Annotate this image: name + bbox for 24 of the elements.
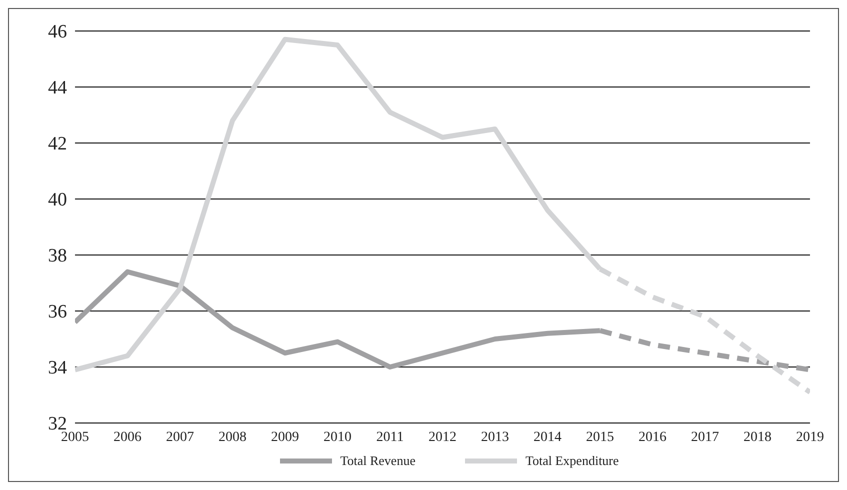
x-tick-label: 2015	[586, 430, 614, 445]
y-tick-label: 38	[48, 246, 67, 267]
x-tick-label: 2017	[691, 430, 719, 445]
x-tick-label: 2011	[376, 430, 404, 445]
legend-label: Total Revenue	[340, 453, 416, 469]
x-tick-label: 2008	[218, 430, 246, 445]
x-tick-label: 2016	[638, 430, 666, 445]
y-tick-label: 42	[48, 134, 67, 155]
y-tick-label: 40	[48, 190, 67, 211]
x-tick-label: 2019	[796, 430, 824, 445]
x-tick-label: 2010	[324, 430, 352, 445]
x-tick-label: 2012	[428, 430, 456, 445]
y-tick-label: 44	[48, 78, 68, 99]
y-tick-label: 46	[48, 22, 67, 43]
x-tick-label: 2007	[166, 430, 194, 445]
x-tick-label: 2014	[534, 430, 562, 445]
y-tick-label: 34	[48, 358, 68, 379]
x-tick-label: 2005	[61, 430, 89, 445]
x-tick-label: 2009	[271, 430, 299, 445]
legend-label: Total Expenditure	[525, 453, 619, 469]
y-tick-label: 36	[48, 302, 67, 323]
x-tick-label: 2018	[744, 430, 772, 445]
x-tick-label: 2013	[481, 430, 509, 445]
x-tick-label: 2006	[114, 430, 142, 445]
